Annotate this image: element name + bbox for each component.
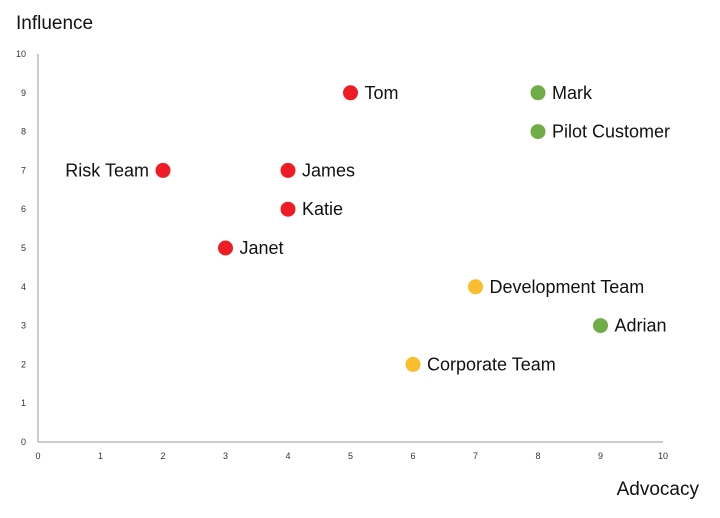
x-tick-label: 3 [223, 451, 228, 461]
data-point-label: Development Team [490, 277, 645, 297]
data-point-marker [280, 201, 296, 217]
x-tick-label: 0 [35, 451, 40, 461]
x-tick-label: 9 [598, 451, 603, 461]
data-point-marker [530, 85, 546, 101]
y-tick-label: 0 [21, 437, 26, 447]
y-axis-title: Influence [16, 13, 93, 34]
data-point-marker [343, 85, 358, 101]
y-tick-label: 5 [21, 243, 26, 253]
x-axis-title: Advocacy [617, 479, 700, 500]
data-point-label: James [302, 160, 355, 180]
x-tick-label: 2 [160, 451, 165, 461]
data-point-marker [218, 240, 233, 256]
data-point-marker [530, 124, 546, 140]
data-point-marker [155, 162, 171, 178]
data-points: Tom Mark Pilot Customer Risk Team James Katie… [65, 83, 670, 375]
data-point-marker [468, 279, 483, 295]
data-point-label: Mark [552, 83, 593, 103]
data-point-label: Katie [302, 199, 343, 219]
y-tick-label: 10 [16, 49, 26, 59]
data-point-label: Corporate Team [427, 354, 556, 374]
data-point-label: Janet [240, 238, 284, 258]
data-point-marker [280, 162, 296, 178]
y-tick-label: 1 [21, 398, 26, 408]
data-point-label: Adrian [615, 316, 667, 336]
x-tick-label: 6 [410, 451, 415, 461]
y-tick-label: 7 [21, 165, 26, 175]
y-tick-label: 3 [21, 321, 26, 331]
data-point-marker [593, 318, 608, 334]
data-point-label: Tom [365, 83, 399, 103]
y-tick-label: 9 [21, 88, 26, 98]
data-point-marker [405, 356, 421, 372]
data-point-label: Risk Team [65, 160, 149, 180]
data-point-label: Pilot Customer [552, 122, 670, 142]
y-tick-label: 8 [21, 127, 26, 137]
y-tick-label: 4 [21, 282, 26, 292]
x-tick-label: 8 [535, 451, 540, 461]
x-tick-label: 4 [285, 451, 290, 461]
x-tick-label: 10 [658, 451, 668, 461]
y-tick-label: 2 [21, 359, 26, 369]
x-tick-label: 1 [98, 451, 103, 461]
x-tick-label: 5 [348, 451, 353, 461]
axis-ticks: 0 1 2 3 4 5 6 7 8 9 10 0 1 2 3 4 5 6 7 8 9 10 [16, 49, 668, 461]
y-tick-label: 6 [21, 204, 26, 214]
x-tick-label: 7 [473, 451, 478, 461]
